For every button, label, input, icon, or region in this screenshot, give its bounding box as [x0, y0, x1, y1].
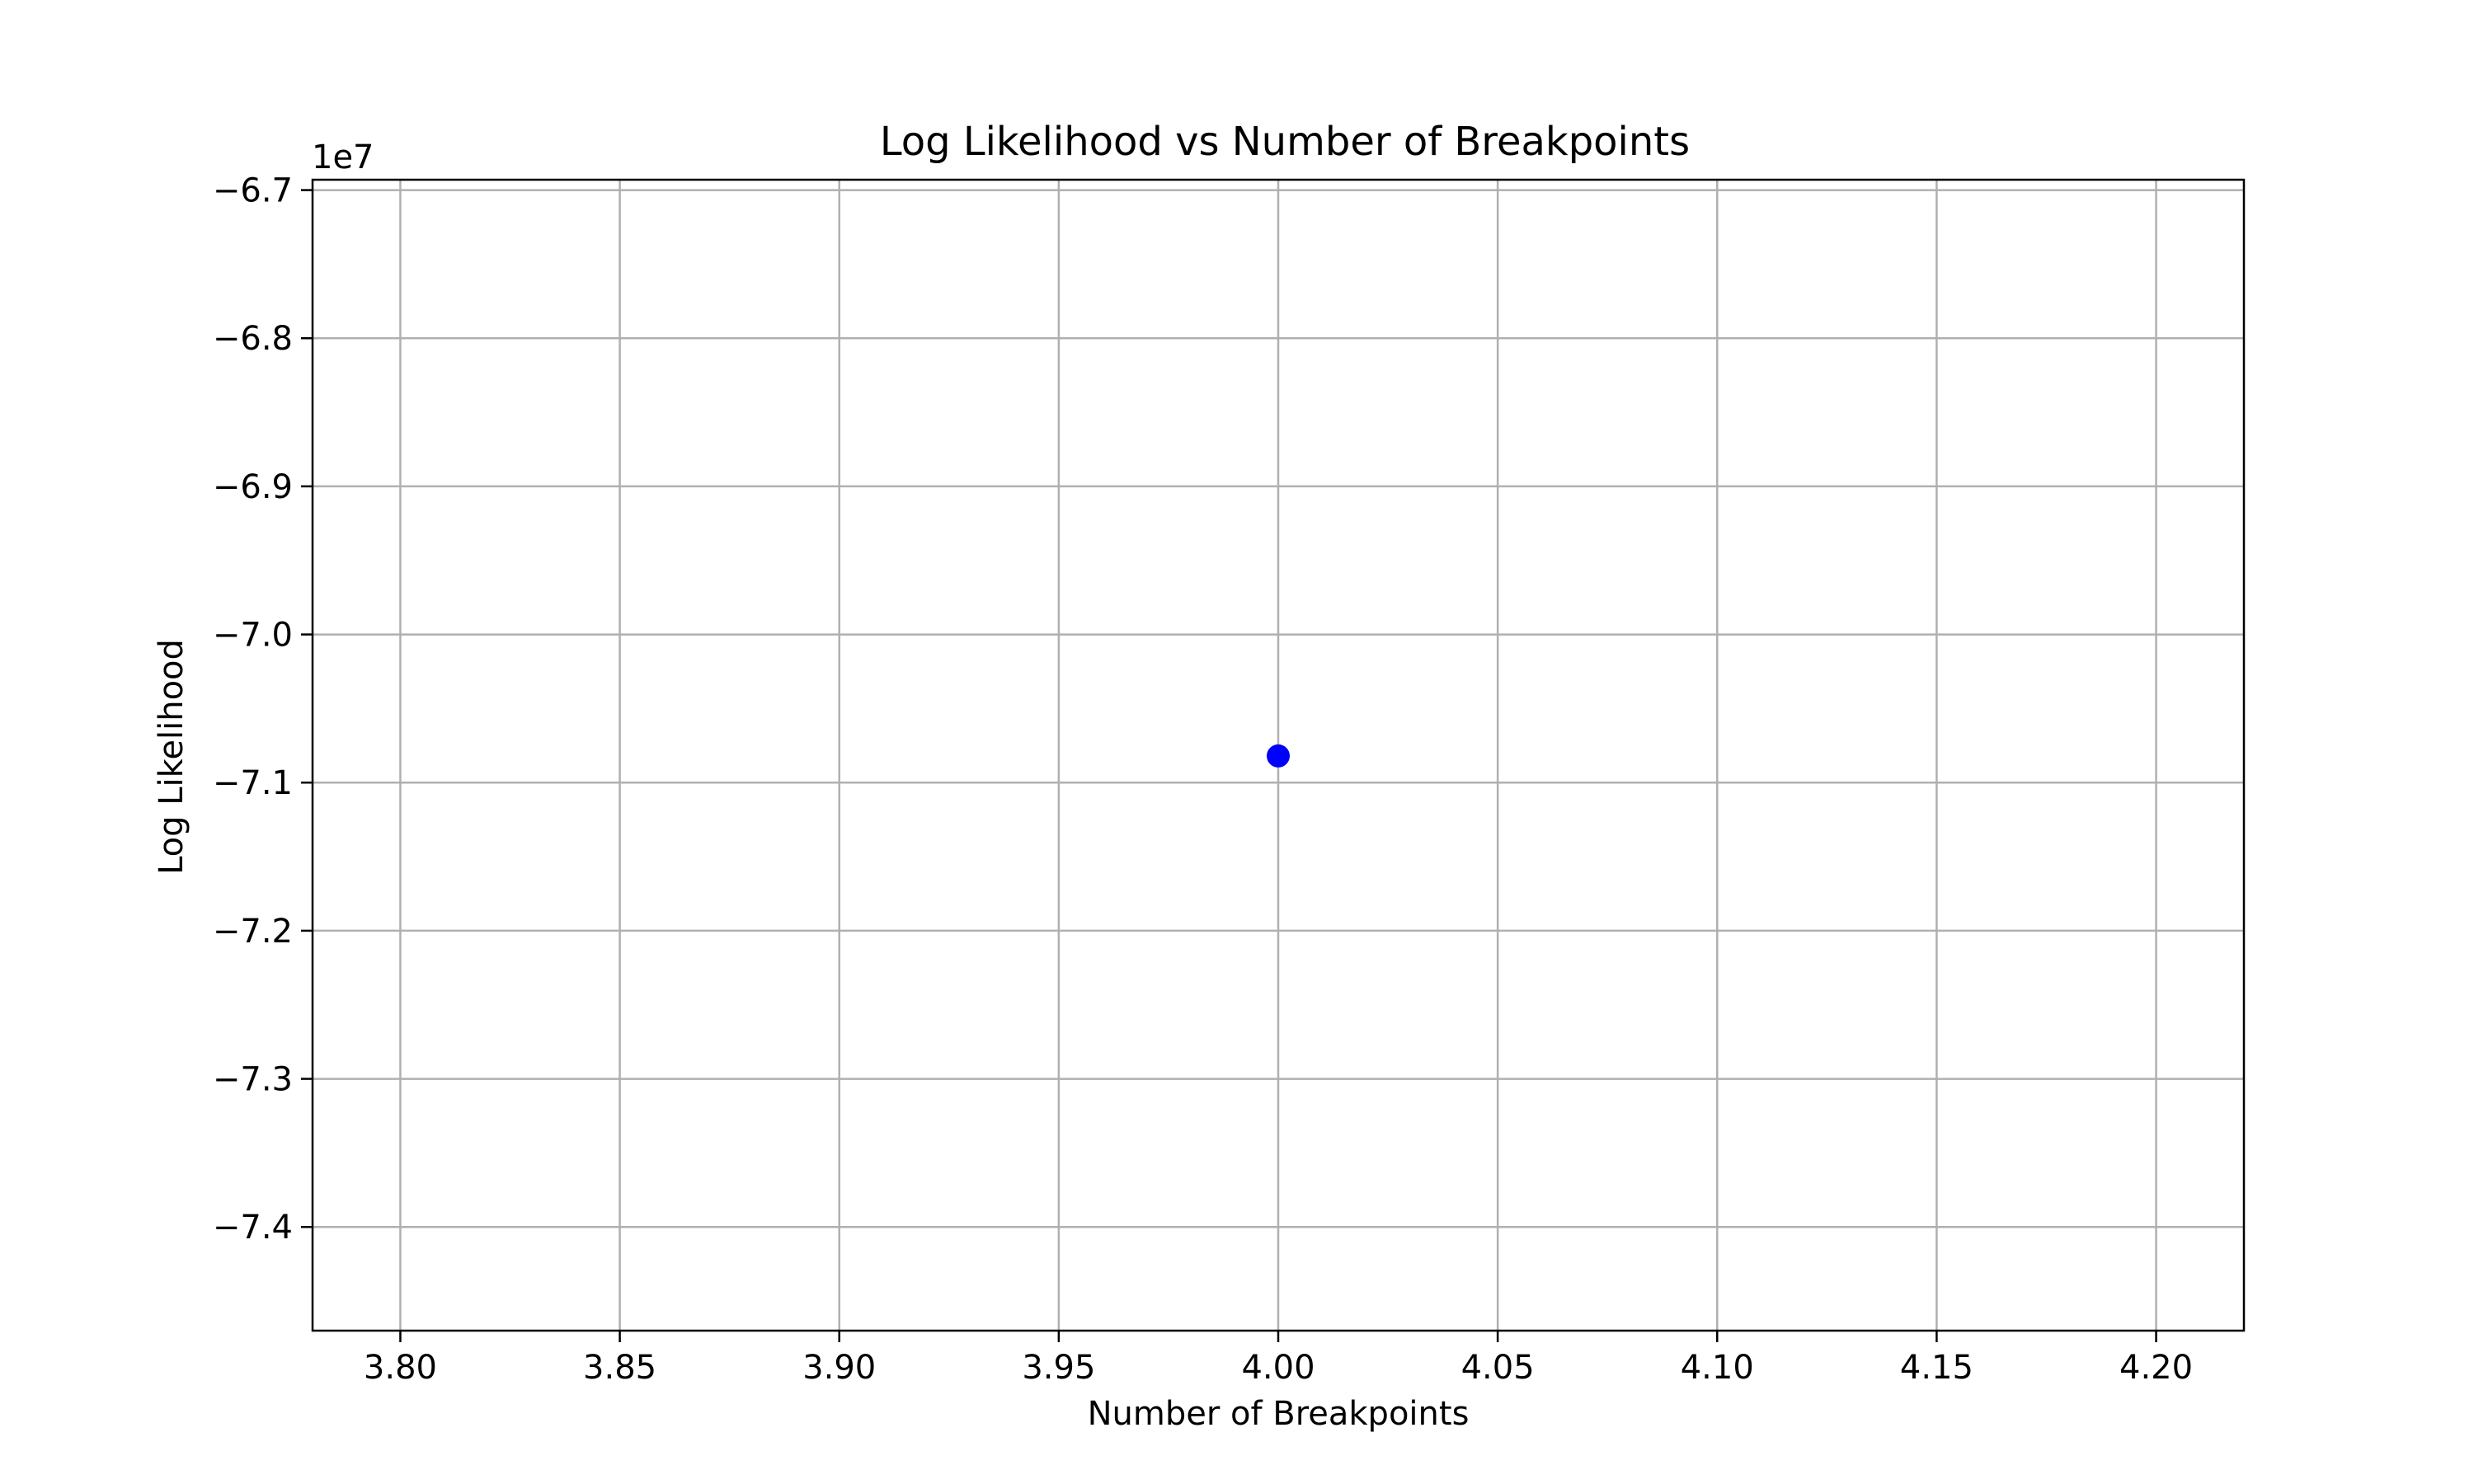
- grid-lines: [313, 180, 2244, 1331]
- y-tick-label: −7.4: [213, 1209, 293, 1247]
- x-tick-label: 3.95: [1022, 1349, 1095, 1387]
- data-point: [1267, 744, 1290, 768]
- y-tick-label: −7.1: [213, 764, 293, 802]
- data-points: [1267, 744, 1290, 768]
- x-tick-labels: 3.80 3.85 3.90 3.95 4.00 4.05 4.10 4.15 4.20: [364, 1349, 2193, 1387]
- y-tick-labels: −6.7 −6.8 −6.9 −7.0 −7.1 −7.2 −7.3 −7.4: [213, 172, 293, 1247]
- y-tick-label: −6.7: [213, 172, 293, 210]
- y-axis-label: Log Likelihood: [153, 639, 190, 875]
- y-tick-label: −7.3: [213, 1061, 293, 1099]
- x-tick-label: 4.15: [1900, 1349, 1973, 1387]
- x-tick-label: 4.05: [1461, 1349, 1535, 1387]
- y-tick-label: −7.0: [213, 617, 293, 655]
- y-tick-label: −6.9: [213, 468, 293, 506]
- y-tick-label: −6.8: [213, 320, 293, 358]
- x-tick-label: 4.00: [1241, 1349, 1315, 1387]
- y-axis-offset-label: 1e7: [312, 139, 374, 176]
- x-axis-label: Number of Breakpoints: [1088, 1395, 1470, 1433]
- x-tick-label: 3.85: [583, 1349, 656, 1387]
- x-tick-label: 4.10: [1681, 1349, 1754, 1387]
- x-tick-label: 4.20: [2119, 1349, 2193, 1387]
- plot-frame: [311, 178, 2246, 1332]
- x-tick-label: 3.80: [364, 1349, 437, 1387]
- y-tick-label: −7.2: [213, 913, 293, 951]
- axis-ticks: [301, 189, 2157, 1342]
- x-tick-label: 3.90: [802, 1349, 876, 1387]
- chart-title: Log Likelihood vs Number of Breakpoints: [880, 119, 1690, 165]
